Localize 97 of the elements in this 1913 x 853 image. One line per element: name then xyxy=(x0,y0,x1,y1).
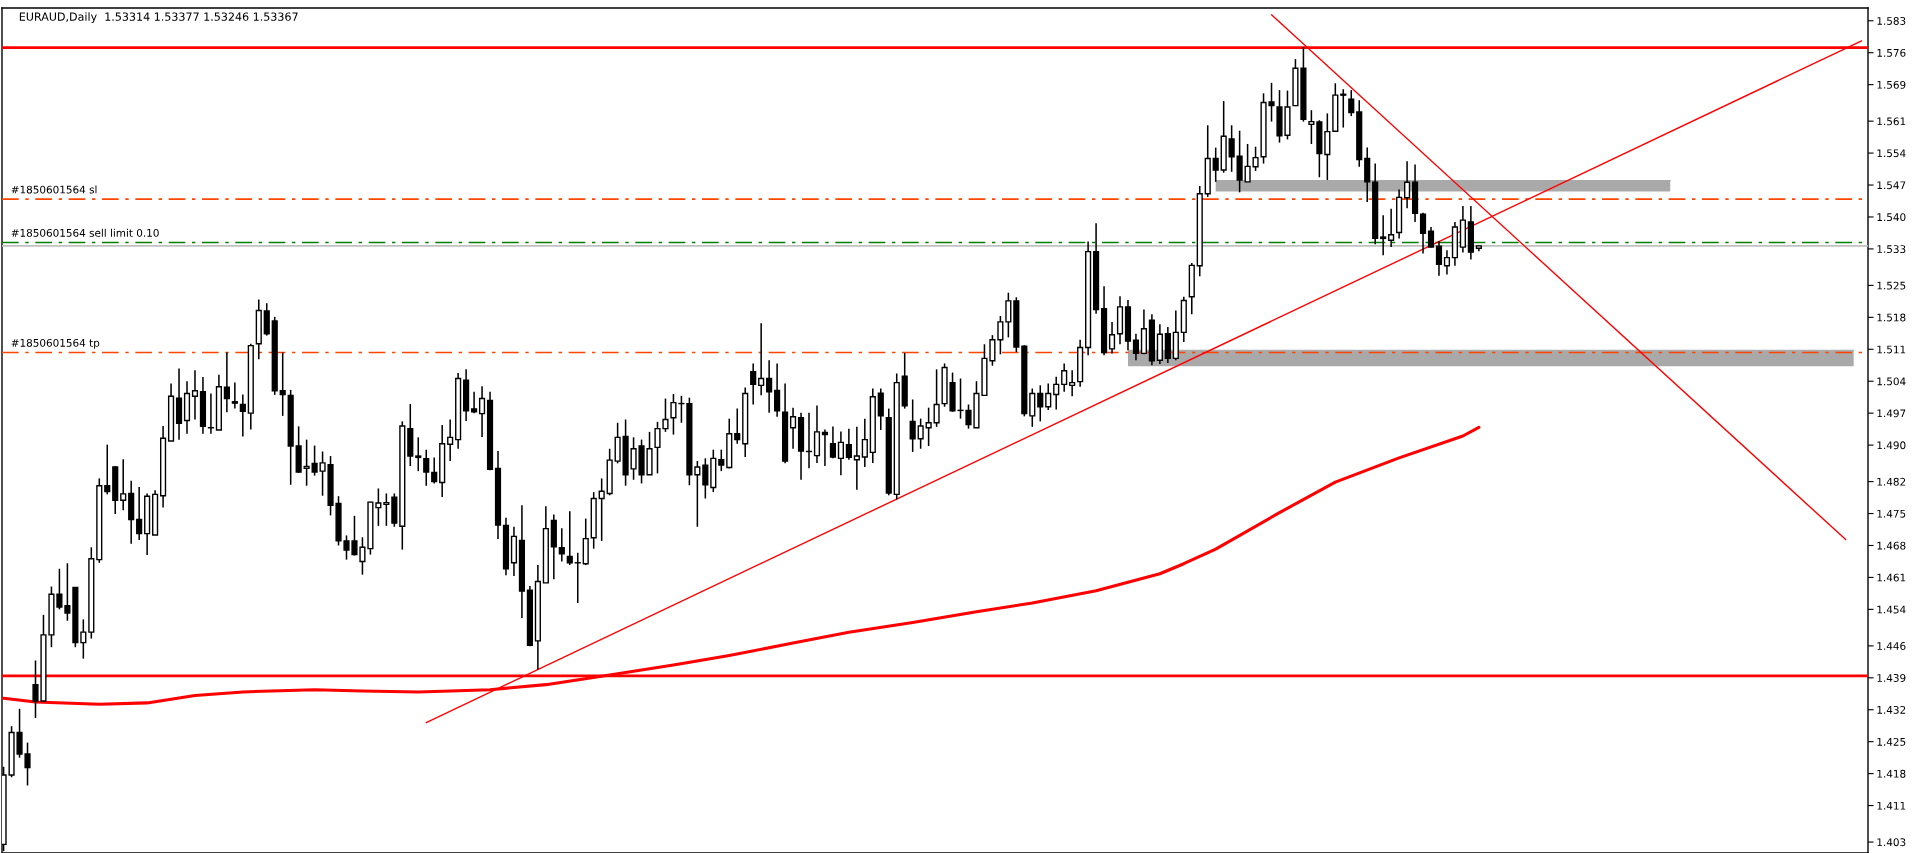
candlestick xyxy=(845,427,852,461)
candlestick xyxy=(1236,129,1243,194)
y-tick-label: 1.411 xyxy=(1877,801,1906,810)
y-tick-label: 1.518 xyxy=(1877,313,1906,322)
candlestick xyxy=(750,362,757,406)
candlestick xyxy=(431,456,438,485)
y-tick-label: 1.403 xyxy=(1877,838,1906,847)
y-tick-label: 1.475 xyxy=(1877,509,1906,518)
y-tick-label: 1.554 xyxy=(1877,149,1906,158)
candlestick xyxy=(917,417,924,450)
candlestick xyxy=(766,359,773,414)
candlestick xyxy=(925,406,932,447)
y-tick-label: 1.418 xyxy=(1877,769,1906,778)
candlestick xyxy=(1005,291,1012,339)
candlestick xyxy=(1403,160,1411,210)
y-tick-label: 1.425 xyxy=(1877,737,1906,746)
candlestick xyxy=(853,426,860,491)
candlestick xyxy=(415,436,422,472)
candlestick xyxy=(1380,214,1387,257)
candlestick xyxy=(566,510,573,566)
candlestick xyxy=(1053,375,1060,411)
candlestick xyxy=(239,393,246,438)
candlestick xyxy=(933,368,940,428)
y-tick-label: 1.461 xyxy=(1877,573,1906,582)
y-tick-label: 1.439 xyxy=(1877,674,1906,682)
candlestick xyxy=(909,398,916,453)
candlestick xyxy=(614,421,621,465)
candlestick xyxy=(1443,249,1451,276)
candlestick xyxy=(558,527,565,563)
y-tick-label: 1.525 xyxy=(1877,281,1906,290)
candlestick xyxy=(789,406,797,450)
candlestick xyxy=(1308,109,1315,145)
y-tick-label: 1.511 xyxy=(1877,345,1906,354)
candlestick xyxy=(1388,207,1395,248)
candlestick xyxy=(861,417,868,468)
candlestick xyxy=(1324,112,1331,181)
candlestick xyxy=(279,351,286,417)
candlestick xyxy=(191,369,199,421)
candlestick xyxy=(447,418,454,462)
candlestick xyxy=(80,618,87,660)
candlestick xyxy=(120,458,127,512)
candlestick xyxy=(263,302,270,337)
candlestick xyxy=(718,448,725,472)
candlestick xyxy=(758,322,765,397)
y-tick-label: 1.547 xyxy=(1877,181,1906,190)
candlestick xyxy=(1045,382,1052,411)
candlestick xyxy=(1427,226,1435,249)
candlestick xyxy=(303,438,310,487)
candlestick xyxy=(1419,212,1427,255)
candlestick xyxy=(231,381,238,410)
candlestick xyxy=(478,385,486,438)
y-tick-label: 1.446 xyxy=(1877,642,1906,650)
y-tick-label: 1.454 xyxy=(1877,605,1906,614)
y-tick-label: 1.569 xyxy=(1877,80,1906,89)
candlestick xyxy=(1069,369,1076,398)
ref-line-label: #1850601564 tp xyxy=(11,338,100,349)
y-tick-label: 1.482 xyxy=(1877,477,1906,486)
ref-line-label: #1850601564 sell limit 0.10 xyxy=(11,228,159,237)
y-tick-label: 1.432 xyxy=(1877,705,1906,714)
y-tick-label: 1.540 xyxy=(1877,213,1906,222)
y-tick-label: 1.490 xyxy=(1877,441,1906,450)
candlestick xyxy=(1029,387,1036,428)
candlestick xyxy=(104,443,111,496)
candlestick xyxy=(694,460,701,528)
y-tick-label: 1.576 xyxy=(1877,48,1906,57)
candlestick xyxy=(877,387,884,431)
y-tick-label: 1.533 xyxy=(1877,245,1906,254)
candlestick xyxy=(837,430,844,476)
y-tick-label: 1.561 xyxy=(1877,117,1906,126)
y-tick-label: 1.504 xyxy=(1877,377,1906,386)
chart-title: EURAUD,Daily 1.53314 1.53377 1.53246 1.53367 xyxy=(19,12,298,23)
candlestick xyxy=(1364,146,1371,203)
candlestick xyxy=(383,492,390,527)
candlestick xyxy=(1228,124,1235,173)
candlestick xyxy=(1132,333,1140,362)
candlestick xyxy=(1435,240,1443,277)
candlestick xyxy=(136,486,143,541)
candlestick xyxy=(1108,321,1116,355)
candlestick xyxy=(470,390,478,414)
candlestick xyxy=(774,362,781,418)
candlestick xyxy=(1212,146,1219,183)
y-tick-label: 1.497 xyxy=(1877,409,1906,418)
candlestick xyxy=(223,351,230,414)
candlestick xyxy=(1348,89,1355,117)
candlestick xyxy=(813,404,821,464)
y-tick-label: 1.583 xyxy=(1877,17,1906,25)
candlestick xyxy=(598,477,605,542)
y-tick-label: 1.468 xyxy=(1877,541,1906,550)
candlestick xyxy=(423,448,430,487)
candlestick xyxy=(829,425,837,460)
candlestick xyxy=(1061,362,1068,393)
candlestick xyxy=(1037,384,1044,423)
candlestick xyxy=(1340,88,1347,129)
candlestick xyxy=(574,552,581,604)
ref-line-label: #1850601564 sl xyxy=(11,185,97,194)
candlestick xyxy=(702,457,709,500)
candlestick xyxy=(734,407,741,445)
